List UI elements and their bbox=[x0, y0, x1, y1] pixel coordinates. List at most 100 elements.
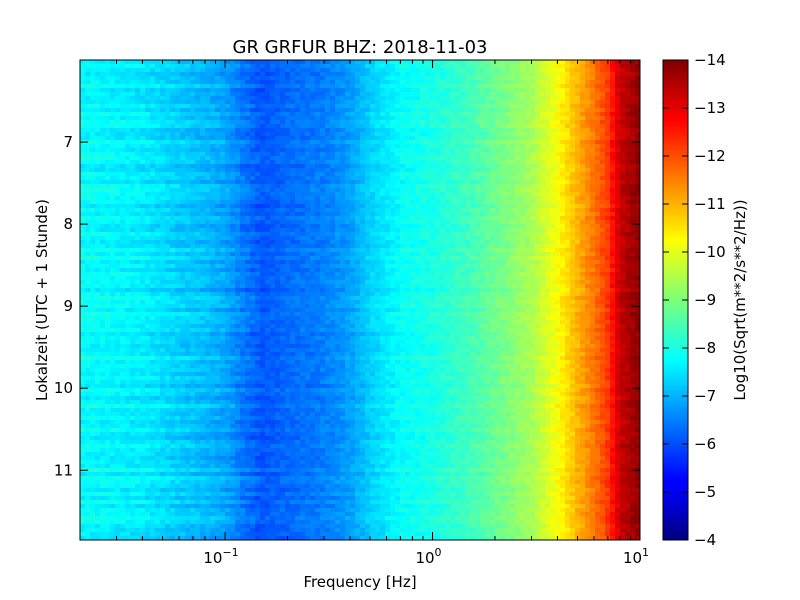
heatmap-cell bbox=[235, 284, 241, 289]
heatmap-cell bbox=[200, 432, 206, 437]
heatmap-cell bbox=[160, 408, 166, 413]
heatmap-cell bbox=[90, 420, 96, 425]
heatmap-cell bbox=[180, 80, 186, 85]
heatmap-cell bbox=[140, 152, 146, 157]
heatmap-cell bbox=[275, 176, 281, 181]
heatmap-cell bbox=[205, 348, 211, 353]
heatmap-cell bbox=[145, 392, 151, 397]
heatmap-cell bbox=[80, 136, 86, 141]
heatmap-cell bbox=[110, 332, 116, 337]
heatmap-cell bbox=[205, 436, 211, 441]
heatmap-cell bbox=[140, 80, 146, 85]
heatmap-cell bbox=[200, 108, 206, 113]
heatmap-cell bbox=[110, 92, 116, 97]
heatmap-cell bbox=[265, 532, 271, 537]
heatmap-cell bbox=[165, 176, 171, 181]
heatmap-cell bbox=[160, 492, 166, 497]
heatmap-cell bbox=[240, 368, 246, 373]
heatmap-cell bbox=[210, 376, 216, 381]
heatmap-cell bbox=[275, 444, 281, 449]
heatmap-cell bbox=[225, 340, 231, 345]
heatmap-cell bbox=[130, 168, 136, 173]
heatmap-cell bbox=[200, 392, 206, 397]
heatmap-cell bbox=[240, 212, 246, 217]
heatmap-cell bbox=[95, 460, 101, 465]
heatmap-cell bbox=[155, 448, 161, 453]
heatmap-cell bbox=[175, 480, 181, 485]
heatmap-cell bbox=[120, 208, 126, 213]
heatmap-cell bbox=[240, 532, 246, 537]
heatmap-cell bbox=[90, 380, 96, 385]
heatmap-cell bbox=[195, 436, 201, 441]
heatmap-cell bbox=[95, 232, 101, 237]
heatmap-cell bbox=[220, 520, 226, 525]
heatmap-cell bbox=[205, 280, 211, 285]
heatmap-cell bbox=[80, 416, 86, 421]
heatmap-cell bbox=[225, 356, 231, 361]
heatmap-cell bbox=[240, 104, 246, 109]
heatmap-cell bbox=[145, 220, 151, 225]
heatmap-cell bbox=[275, 504, 281, 509]
heatmap-cell bbox=[125, 100, 131, 105]
heatmap-cell bbox=[115, 440, 121, 445]
heatmap-cell bbox=[210, 104, 216, 109]
heatmap-cell bbox=[205, 236, 211, 241]
heatmap-cell bbox=[195, 172, 201, 177]
heatmap-cell bbox=[85, 160, 91, 165]
heatmap-cell bbox=[135, 84, 141, 89]
heatmap-cell bbox=[215, 396, 221, 401]
heatmap-cell bbox=[95, 356, 101, 361]
heatmap-cell bbox=[160, 260, 166, 265]
heatmap-cell bbox=[170, 192, 176, 197]
heatmap-cell bbox=[80, 168, 86, 173]
heatmap-cell bbox=[110, 132, 116, 137]
heatmap-cell bbox=[215, 348, 221, 353]
heatmap-cell bbox=[280, 396, 286, 401]
heatmap-cell bbox=[175, 252, 181, 257]
heatmap-cell bbox=[140, 212, 146, 217]
heatmap-cell bbox=[160, 240, 166, 245]
heatmap-cell bbox=[130, 164, 136, 169]
heatmap-cell bbox=[235, 496, 241, 501]
heatmap-cell bbox=[270, 152, 276, 157]
heatmap-cell bbox=[180, 312, 186, 317]
heatmap-cell bbox=[180, 460, 186, 465]
heatmap-cell bbox=[235, 416, 241, 421]
heatmap-cell bbox=[270, 496, 276, 501]
heatmap-cell bbox=[220, 472, 226, 477]
heatmap-cell bbox=[280, 128, 286, 133]
heatmap-cell bbox=[175, 132, 181, 137]
heatmap-cell bbox=[190, 488, 196, 493]
heatmap-cell bbox=[150, 180, 156, 185]
heatmap-cell bbox=[200, 436, 206, 441]
heatmap-cell bbox=[120, 440, 126, 445]
heatmap-cell bbox=[195, 468, 201, 473]
heatmap-cell bbox=[270, 400, 276, 405]
heatmap-cell bbox=[85, 528, 91, 533]
heatmap-cell bbox=[85, 148, 91, 153]
heatmap-cell bbox=[95, 520, 101, 525]
heatmap-cell bbox=[195, 536, 201, 540]
heatmap-cell bbox=[160, 324, 166, 329]
heatmap-cell bbox=[140, 144, 146, 149]
heatmap-cell bbox=[275, 164, 281, 169]
heatmap-cell bbox=[240, 344, 246, 349]
heatmap-cell bbox=[145, 144, 151, 149]
heatmap-cell bbox=[80, 380, 86, 385]
heatmap-cell bbox=[220, 320, 226, 325]
heatmap-cell bbox=[170, 484, 176, 489]
heatmap-cell bbox=[95, 68, 101, 73]
heatmap-cell bbox=[170, 292, 176, 297]
heatmap-cell bbox=[275, 72, 281, 77]
heatmap-cell bbox=[210, 472, 216, 477]
heatmap-cell bbox=[170, 488, 176, 493]
heatmap-cell bbox=[90, 140, 96, 145]
heatmap-cell bbox=[120, 332, 126, 337]
heatmap-cell bbox=[125, 400, 131, 405]
heatmap-cell bbox=[105, 500, 111, 505]
heatmap-cell bbox=[245, 68, 251, 73]
heatmap-cell bbox=[85, 488, 91, 493]
heatmap-cell bbox=[210, 208, 216, 213]
heatmap-cell bbox=[250, 272, 256, 277]
heatmap-cell bbox=[95, 320, 101, 325]
